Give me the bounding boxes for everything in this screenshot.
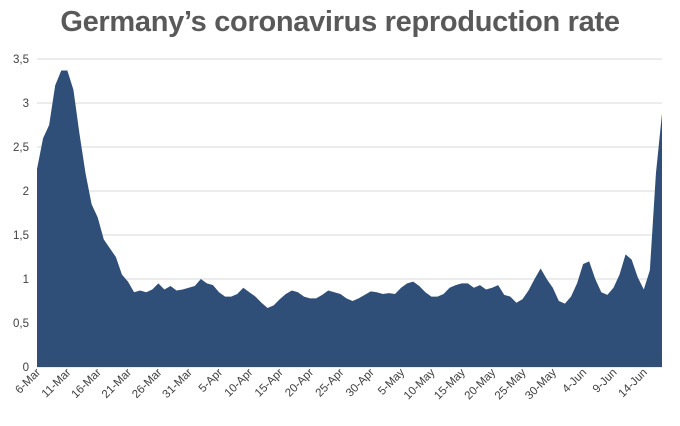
x-tick-label: 20-Apr xyxy=(283,367,316,400)
y-tick-label: 0,5 xyxy=(13,318,29,330)
y-axis-ticks: 0 0,5 1 1,5 2 2,5 3 3,5 xyxy=(13,54,29,374)
y-tick-label: 2 xyxy=(23,186,29,198)
series-area xyxy=(37,70,662,367)
series-area-fill xyxy=(37,70,662,367)
y-tick-label: 2,5 xyxy=(13,142,29,154)
x-tick-label: 10-Apr xyxy=(223,367,256,400)
y-tick-label: 3 xyxy=(23,98,29,110)
x-tick-label: 25-May xyxy=(493,366,529,402)
y-tick-label: 1 xyxy=(23,274,29,286)
y-tick-label: 3,5 xyxy=(13,54,29,66)
x-tick-label: 15-May xyxy=(432,366,468,402)
chart-title: Germany’s coronavirus reproduction rate xyxy=(60,6,620,38)
y-tick-label: 1,5 xyxy=(13,230,29,242)
x-tick-label: 15-Apr xyxy=(253,367,286,400)
x-tick-label: 30-Apr xyxy=(344,367,377,400)
x-tick-label: 26-Mar xyxy=(130,367,164,401)
x-tick-label: 31-Mar xyxy=(161,367,195,401)
x-tick-label: 11-Mar xyxy=(40,367,74,401)
x-tick-label: 14-Jun xyxy=(617,367,650,400)
x-tick-label: 10-May xyxy=(402,366,438,402)
x-tick-label: 25-Apr xyxy=(314,367,347,400)
x-tick-label: 16-Mar xyxy=(70,367,104,401)
x-tick-label: 4-Jun xyxy=(560,367,589,396)
x-tick-label: 30-May xyxy=(523,366,559,402)
x-tick-label: 20-May xyxy=(463,366,499,402)
y-tick-label: 0 xyxy=(23,362,29,374)
x-tick-label: 9-Jun xyxy=(591,367,620,396)
x-tick-label: 21-Mar xyxy=(100,367,134,401)
x-tick-label: 5-Apr xyxy=(197,367,225,395)
